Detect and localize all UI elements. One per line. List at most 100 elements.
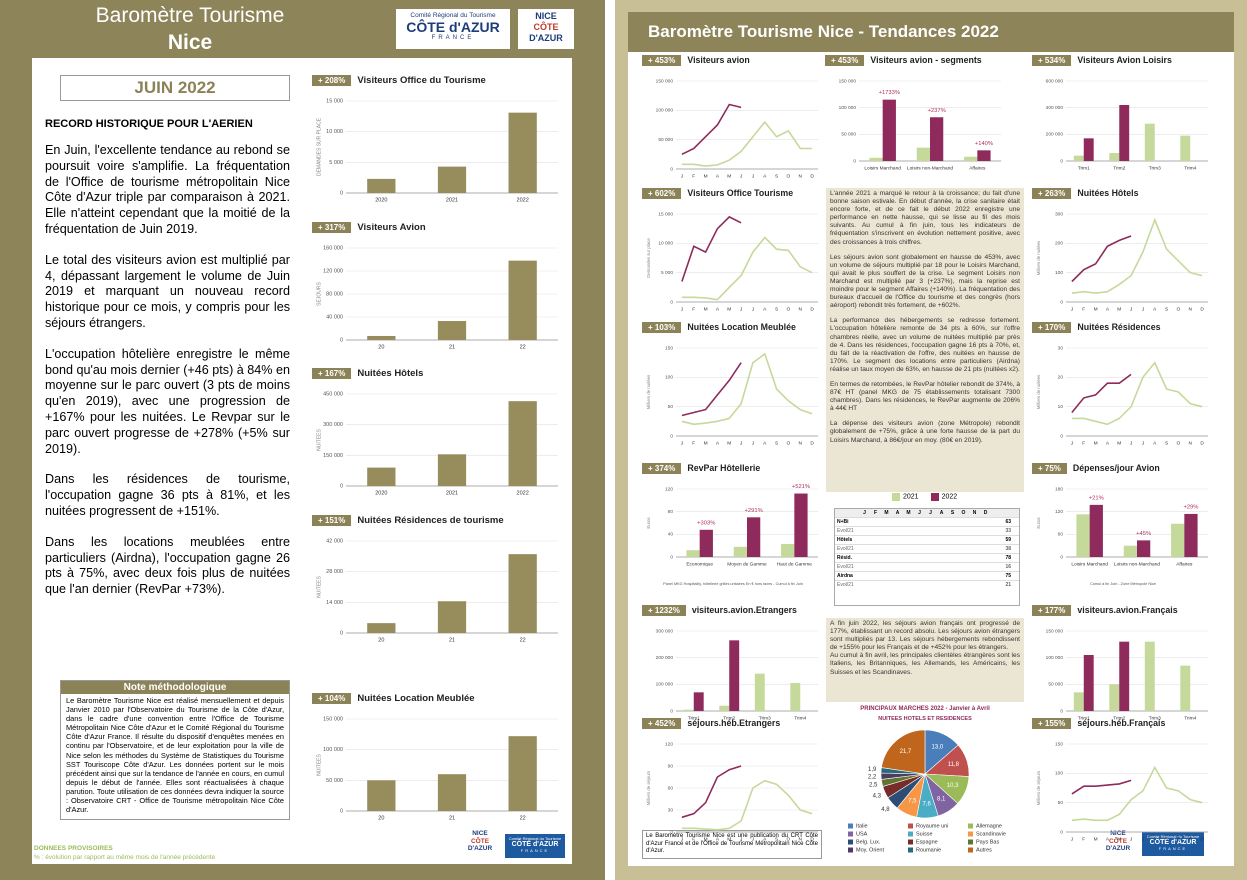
heading: RECORD HISTORIQUE POUR L'AERIEN — [45, 118, 253, 130]
bar — [729, 640, 740, 711]
y-tick-label: 0 — [1060, 433, 1063, 439]
table-header-cell: S — [950, 510, 955, 516]
y-axis-label: Euros — [646, 517, 651, 528]
bar — [1119, 105, 1130, 161]
x-tick-label: F — [1082, 836, 1085, 842]
x-tick-label: Trim1 — [688, 715, 700, 721]
logo-text: FRANCE — [520, 848, 550, 853]
pie-value-label: 10,3 — [947, 783, 959, 789]
x-tick-label: N — [799, 306, 803, 312]
pie-legend-swatch — [908, 839, 913, 845]
chart-title: Dépenses/jour Avion — [1072, 463, 1160, 473]
x-tick-label: Trim1 — [1078, 715, 1090, 721]
logo-crt: Comité Régional du Tourisme CÔTE d'AZUR … — [505, 834, 565, 858]
y-tick-label: 100 000 — [323, 747, 343, 753]
chart-header: + 263% Nuitées Hôtels — [1032, 188, 1214, 206]
y-axis-label: DEMANDES SUR PLACE — [316, 117, 322, 176]
y-tick-label: 0 — [853, 158, 856, 164]
chart-svg: 0 30 60 90 120 Milliers de séjours J F M A M J J A S O N… — [646, 741, 818, 842]
pie-legend-swatch — [848, 847, 853, 853]
y-axis-label: Euros — [1036, 517, 1041, 528]
chart-panel: + 208% Visiteurs Office du Tourisme 0 5 000… — [312, 75, 564, 215]
y-tick-label: 90 — [668, 763, 674, 769]
table-row: Evol/21 33 — [835, 526, 1019, 535]
y-tick-label: 40 — [668, 532, 674, 538]
bar — [1137, 540, 1151, 557]
paragraphs: En Juin, l'excellente tendance au rebond… — [45, 143, 290, 613]
table-row-label: Hôtels — [837, 537, 853, 543]
x-tick-label: J — [752, 173, 755, 179]
y-axis-label: NUITEES — [316, 576, 322, 598]
table-header-cell: N — [972, 510, 977, 516]
logo-text: NICE — [535, 11, 557, 21]
chart-svg: 0 5 000 10 000 15 000 DEMANDES SUR PLACE 2020… — [316, 98, 558, 203]
y-tick-label: 300 — [1055, 211, 1063, 217]
annotation: +1733% — [879, 90, 900, 96]
x-tick-label: Economique — [686, 561, 713, 567]
table-spacer — [859, 519, 991, 525]
bar — [1109, 684, 1120, 711]
x-tick-label: Loisirs non-Marchand — [1114, 561, 1160, 567]
bar — [1083, 138, 1094, 161]
logo-crt: Comité Régional du Tourisme CÔTE d'AZUR … — [396, 9, 510, 49]
x-tick-label: F — [1082, 306, 1085, 312]
bar — [754, 673, 765, 711]
pie-legend-swatch — [908, 847, 913, 853]
chart-title: Nuitées Location Meublée — [357, 693, 475, 704]
x-tick-label: 2021 — [446, 197, 458, 203]
x-tick-label: M — [1094, 836, 1098, 842]
x-tick-label: J — [681, 440, 684, 446]
table-header-cell: D — [983, 510, 988, 516]
x-tick-label: M — [704, 306, 708, 312]
line-series — [681, 352, 813, 426]
chart-svg: 0 100 200 300 Milliers de nuitées J F M A M J J A S O N… — [1036, 211, 1208, 312]
mini-table: J F M A M J J A S O N D N+Bi 63 Evol/21 33 Hôtels 59 Evol/… — [834, 508, 1020, 606]
y-tick-label: 100 000 — [656, 108, 674, 114]
bar — [686, 550, 700, 557]
bar — [437, 454, 467, 486]
x-tick-label: J — [740, 173, 743, 179]
y-tick-label: 10 000 — [326, 129, 343, 135]
table-header-cell: J — [918, 510, 921, 516]
paragraph: L'année 2021 a marqué le retour à la cro… — [830, 190, 1020, 246]
x-tick-label: O — [787, 836, 791, 842]
growth-badge: + 453% — [825, 55, 865, 66]
pie-value-label: 2,5 — [869, 782, 878, 788]
x-tick-label: M — [704, 836, 708, 842]
y-tick-label: 15 000 — [326, 98, 343, 104]
bar — [781, 543, 795, 557]
chart-svg: 0 60 120 180 Euros Loisirs Marchand Loisirs no… — [1036, 486, 1208, 586]
bar — [1119, 641, 1130, 711]
chart-header: + 534% Visiteurs Avion Loisirs — [1032, 55, 1214, 73]
table-cell — [837, 510, 859, 516]
logo-text: FRANCE — [431, 35, 475, 41]
bar — [1180, 135, 1191, 161]
bar — [367, 178, 396, 193]
pie-legend-label: Italie — [856, 823, 868, 829]
chart-header: + 103% Nuitées Location Meublée — [642, 322, 824, 340]
chart-svg: 0 50 000 100 000 150 000 Loisirs Marchand Loi… — [839, 78, 1001, 171]
pie-title: PRINCIPAUX MARCHES 2022 - Janvier à Avri… — [860, 706, 990, 712]
table-cell: 16 — [1005, 564, 1011, 570]
chart-header: + 317% Visiteurs Avion — [312, 222, 564, 240]
x-tick-label: D — [1200, 836, 1204, 842]
logo-crt: Comité Régional du Tourisme CÔTE d'AZUR … — [1142, 832, 1204, 856]
bar — [508, 554, 537, 633]
x-tick-label: 21 — [449, 344, 455, 350]
y-tick-label: 100 000 — [839, 105, 857, 111]
x-tick-label: Loisirs Marchand — [1071, 561, 1108, 567]
pie-value-label: 7,5 — [908, 799, 917, 805]
y-tick-label: 100 — [1055, 771, 1063, 777]
chart-note: Panel MKG Hospitality, hôtellerie grille… — [663, 582, 803, 586]
pie-legend-swatch — [908, 823, 913, 829]
y-tick-label: 80 — [668, 509, 674, 515]
table-spacer — [859, 537, 991, 543]
y-tick-label: 50 — [1058, 800, 1064, 806]
x-tick-label: Moyen de Gamme — [727, 561, 767, 567]
growth-badge: + 317% — [312, 222, 352, 233]
line-series — [681, 103, 742, 156]
y-tick-label: 42 000 — [326, 538, 343, 544]
y-tick-label: 450 000 — [323, 391, 343, 397]
